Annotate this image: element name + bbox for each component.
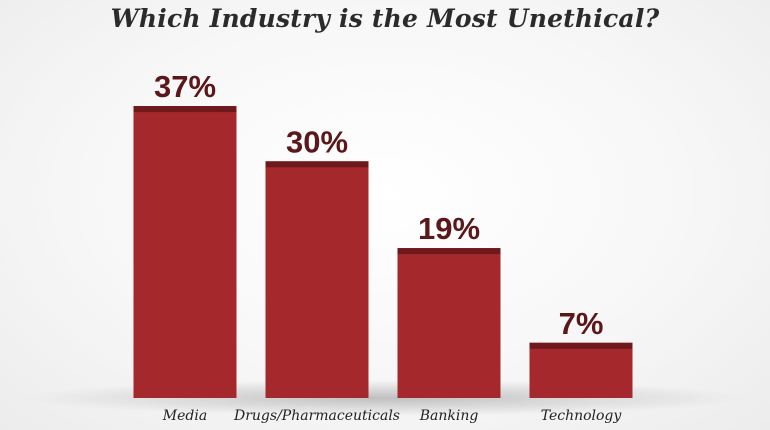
- bar-cap: [265, 161, 369, 168]
- value-label: 19%: [418, 211, 480, 246]
- bar-cap: [529, 342, 633, 349]
- value-label: 37%: [154, 69, 216, 104]
- bar-cap: [397, 248, 501, 255]
- bar-media: [133, 106, 237, 398]
- category-label: Drugs/Pharmaceuticals: [233, 408, 400, 424]
- category-label: Media: [162, 408, 207, 424]
- category-label: Banking: [419, 408, 479, 424]
- bar-banking: [397, 248, 501, 398]
- bar-cap: [133, 106, 237, 113]
- bar-technology: [529, 342, 633, 398]
- bars-layer: 37% Media 30% Drugs/Pharmaceuticals 19% Banki…: [133, 69, 633, 424]
- chart-title: Which Industry is the Most Unethical?: [110, 4, 660, 33]
- value-label: 30%: [286, 124, 348, 159]
- bar-drugs-pharmaceuticals: [265, 161, 369, 398]
- value-label: 7%: [559, 306, 604, 341]
- category-label: Technology: [541, 408, 623, 424]
